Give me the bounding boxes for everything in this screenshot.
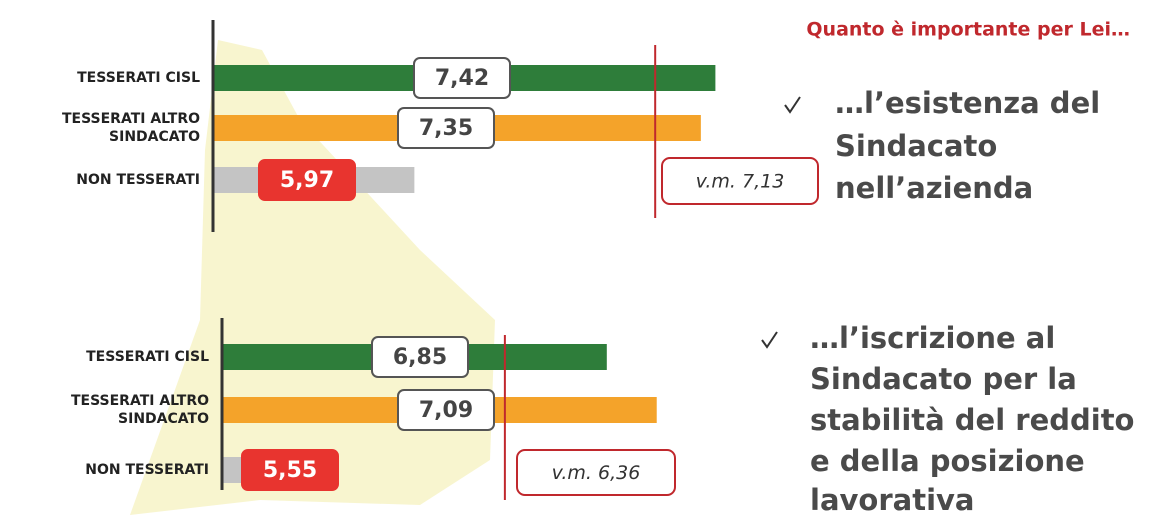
value-label: 6,85 xyxy=(393,345,447,370)
value-label: 7,09 xyxy=(419,398,473,423)
bullet-text: Sindacato xyxy=(835,129,997,163)
value-label: 7,35 xyxy=(419,116,473,141)
reference-label: v.m. 7,13 xyxy=(696,171,785,193)
reference-label: v.m. 6,36 xyxy=(552,462,641,484)
slide: Quanto è importante per Lei… 7,42 7,35 5,9… xyxy=(0,0,1153,517)
category-label: TESSERATI CISL xyxy=(39,348,209,366)
category-label: NON TESSERATI xyxy=(30,171,200,189)
bullet-text: …l’iscrizione al xyxy=(810,321,1055,355)
category-label: NON TESSERATI xyxy=(39,461,209,479)
check-mark xyxy=(785,97,800,112)
category-label: TESSERATI CISL xyxy=(30,69,200,87)
bullet-text: …l’esistenza del xyxy=(835,86,1100,120)
bullet-text: e della posizione xyxy=(810,444,1085,478)
value-label: 7,42 xyxy=(435,66,489,91)
bullet-text: stabilità del reddito xyxy=(810,403,1134,437)
bullet-text: lavorativa xyxy=(810,483,974,517)
category-label: TESSERATI ALTRO SINDACATO xyxy=(30,110,200,146)
check-mark xyxy=(762,332,777,347)
header-title: Quanto è importante per Lei… xyxy=(806,19,1130,41)
bullet-text: nell’azienda xyxy=(835,171,1033,205)
value-label: 5,97 xyxy=(280,168,334,193)
bullet-text: Sindacato per la xyxy=(810,362,1077,396)
category-label: TESSERATI ALTRO SINDACATO xyxy=(39,392,209,428)
value-label: 5,55 xyxy=(263,458,317,483)
